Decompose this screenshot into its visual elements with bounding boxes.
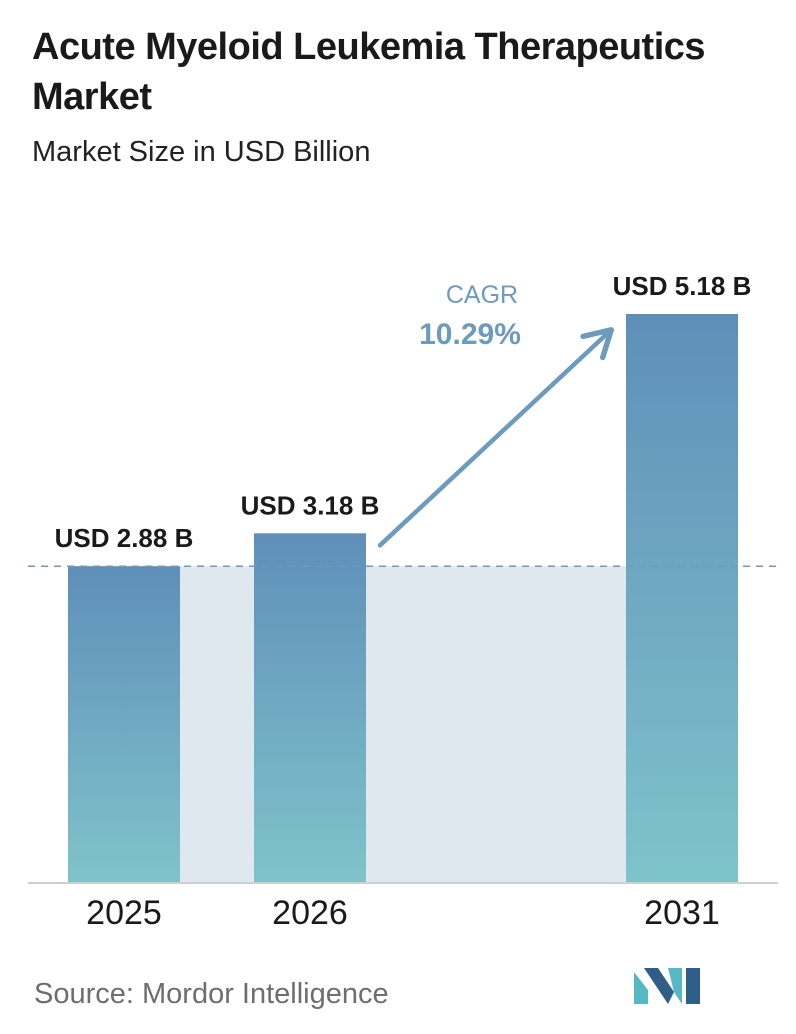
value-label-2026: USD 3.18 B — [241, 490, 380, 520]
category-label-2026: 2026 — [272, 894, 348, 932]
source-credit: Source: Mordor Intelligence — [34, 978, 389, 1010]
category-label-2025: 2025 — [86, 894, 162, 932]
bar-2026 — [254, 533, 366, 882]
cagr-label: CAGR — [446, 281, 518, 309]
bar-2031 — [626, 314, 738, 882]
category-label-2031: 2031 — [644, 894, 720, 932]
cagr-arrow — [377, 327, 615, 548]
chart-title: Acute Myeloid Leukemia Therapeutics Mark… — [32, 26, 706, 118]
value-label-2031: USD 5.18 B — [613, 271, 752, 301]
bar-2025 — [68, 566, 180, 882]
value-label-2025: USD 2.88 B — [55, 523, 194, 553]
mordor-intelligence-logo — [634, 968, 700, 1004]
cagr-value: 10.29% — [419, 318, 521, 351]
chart-subtitle: Market Size in USD Billion — [32, 136, 371, 168]
